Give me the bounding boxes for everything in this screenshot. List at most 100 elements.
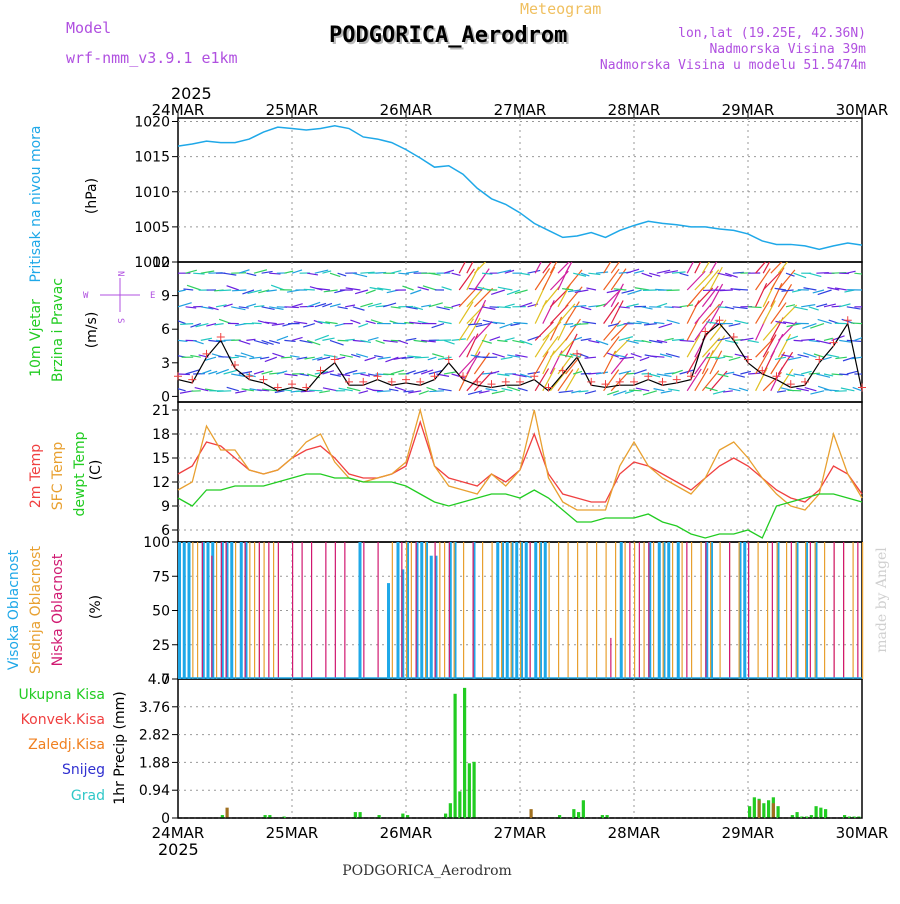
wind-arrow	[429, 391, 444, 392]
wind-arrow	[429, 303, 443, 307]
low-cloud-bar	[729, 542, 730, 679]
wind-arrow	[513, 323, 527, 324]
cloud-label-2: Srednja Oblacnost	[28, 546, 44, 674]
high-cloud-bar	[183, 542, 186, 679]
low-cloud-bar	[449, 542, 450, 679]
wind-arrow	[729, 357, 741, 360]
precip-total-bar	[458, 791, 461, 818]
wind-arrow	[372, 390, 383, 391]
low-cloud-bar	[834, 542, 835, 679]
temp-label-2: SFC Temp	[50, 442, 66, 511]
high-cloud-bar	[620, 542, 623, 679]
wind-arrow	[482, 340, 492, 343]
high-cloud-bar	[387, 583, 390, 679]
precip-total-bar	[449, 803, 452, 818]
mid-cloud-bar	[634, 542, 635, 679]
temp-label-3: dewpt Temp	[72, 431, 88, 516]
wind-arrow	[174, 388, 185, 391]
temp-label-1: 2m Temp	[28, 444, 44, 508]
high-cloud-bar	[188, 542, 191, 679]
wind-arrow	[705, 387, 717, 390]
wind-arrow	[826, 354, 839, 357]
wind-arrow	[374, 356, 383, 358]
mid-cloud-bar	[444, 542, 445, 679]
mid-cloud-bar	[539, 542, 540, 679]
high-cloud-bar	[743, 542, 746, 679]
wind-arrow	[452, 273, 461, 275]
wind-arrow	[410, 290, 421, 294]
wind-arrow	[330, 304, 341, 307]
wind-arrow	[227, 286, 239, 290]
wind-arrow	[573, 371, 582, 374]
mid-cloud-bar	[264, 542, 265, 679]
wind-arrow	[851, 323, 862, 324]
wind-arrow	[672, 272, 686, 273]
mid-cloud-bar	[216, 542, 217, 679]
wind-arrow	[438, 321, 451, 324]
precip-conv-bar	[530, 809, 533, 818]
wind-arrow	[239, 340, 250, 344]
low-cloud-bar	[705, 542, 706, 679]
wind-arrow	[687, 287, 704, 307]
wind-arrow	[756, 269, 771, 290]
wind-tick-label: 12	[152, 255, 170, 271]
wind-arrow	[794, 374, 805, 376]
cloud-label-3: Niska Oblacnost	[50, 553, 66, 666]
mid-cloud-bar	[758, 542, 759, 679]
mid-cloud-bar	[786, 542, 787, 679]
precip-total-bar	[577, 812, 580, 818]
wind-arrow	[340, 355, 353, 358]
wind-arrow	[847, 271, 856, 273]
wind-label-1: 10m Vjetar	[28, 299, 44, 377]
low-cloud-bar	[278, 542, 279, 679]
cloud-tick-label: 25	[152, 638, 170, 654]
precip-unit: 1hr Precip (mm)	[112, 691, 128, 804]
low-cloud-bar	[401, 542, 402, 679]
wind-arrow	[272, 353, 284, 357]
wind-arrow	[802, 324, 816, 329]
model-elevation: Nadmorska Visina u modelu 51.5474m	[600, 58, 866, 73]
precip-tick-label: 3.76	[139, 700, 170, 716]
wind-arrow	[810, 391, 824, 394]
wind-arrow	[854, 336, 867, 341]
wind-arrow	[680, 305, 693, 307]
wind-arrow	[835, 357, 846, 358]
mid-cloud-bar	[625, 542, 626, 679]
wind-arrow	[428, 357, 437, 360]
wind-arrow	[227, 387, 239, 391]
precip-total-bar	[753, 797, 756, 818]
temp-sfc-line	[178, 410, 862, 510]
precip-total-bar	[796, 812, 799, 818]
low-cloud-bar	[335, 542, 336, 679]
wind-arrow	[323, 388, 338, 391]
wind-tick-label: 6	[161, 322, 170, 338]
compass-w: W	[83, 291, 89, 301]
low-cloud-bar	[378, 542, 379, 679]
wind-arrow	[467, 371, 484, 391]
wind-arrow	[459, 288, 477, 307]
high-cloud-bar	[496, 542, 499, 679]
legend-total: Ukupna Kisa	[18, 687, 105, 703]
wind-arrow	[284, 307, 298, 308]
mid-cloud-bar	[853, 542, 854, 679]
wind-arrow	[459, 319, 473, 341]
wind-gust-marker	[374, 372, 382, 380]
wind-arrow	[627, 323, 642, 324]
wind-arrow	[353, 373, 366, 374]
wind-arrow	[810, 324, 824, 329]
wind-arrow	[469, 288, 482, 290]
wind-arrow	[432, 354, 444, 357]
mid-cloud-bar	[197, 542, 198, 679]
precip-total-bar	[444, 814, 447, 818]
compass-n: N	[115, 271, 125, 276]
wind-arrow	[492, 353, 504, 357]
precip-conv-bar	[772, 803, 775, 818]
wind-arrow	[317, 288, 330, 290]
day-label-bottom: 24MAR	[152, 824, 205, 842]
wind-arrow	[180, 324, 193, 325]
wind-arrow	[687, 271, 705, 290]
mid-cloud-bar	[520, 542, 521, 679]
wind-arrow	[564, 324, 574, 325]
